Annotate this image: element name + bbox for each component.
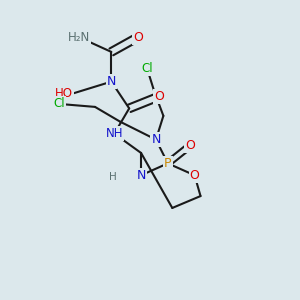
Text: N: N (151, 133, 160, 146)
Text: Cl: Cl (141, 62, 153, 75)
Text: P: P (164, 157, 172, 170)
Text: N: N (136, 169, 146, 182)
Text: O: O (185, 139, 195, 152)
Text: O: O (154, 90, 164, 103)
Text: O: O (190, 169, 200, 182)
Text: H₂N: H₂N (68, 31, 90, 44)
Text: N: N (107, 75, 116, 88)
Text: H: H (109, 172, 117, 182)
Text: Cl: Cl (53, 98, 65, 110)
Text: NH: NH (106, 127, 123, 140)
Text: O: O (133, 31, 143, 44)
Text: HO: HO (55, 87, 73, 100)
Text: O: O (154, 90, 164, 103)
